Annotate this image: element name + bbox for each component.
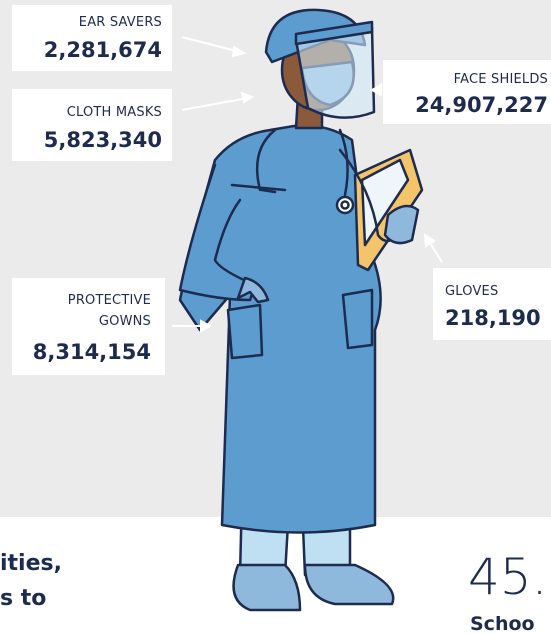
footer-text: ities, bbox=[0, 551, 62, 576]
item-label: FACE SHIELDS bbox=[454, 72, 548, 87]
infographic: EAR SAVERS 2,281,674 CLOTH MASKS 5,823,3… bbox=[0, 0, 551, 634]
item-label: CLOTH MASKS bbox=[67, 105, 162, 120]
item-count: 218,190 bbox=[445, 306, 541, 330]
item-count: 5,823,340 bbox=[44, 128, 162, 152]
page: EAR SAVERS 2,281,674 CLOTH MASKS 5,823,3… bbox=[0, 0, 551, 634]
item-label: GLOVES bbox=[445, 284, 498, 299]
item-count: 2,281,674 bbox=[44, 38, 162, 62]
footer-number: 45. bbox=[468, 548, 548, 606]
item-count: 24,907,227 bbox=[415, 93, 548, 117]
item-count: 8,314,154 bbox=[33, 340, 151, 364]
item-label: EAR SAVERS bbox=[79, 15, 162, 30]
footer-text: Schoo bbox=[470, 613, 535, 634]
item-label: GOWNS bbox=[99, 314, 151, 329]
footer-text: s to bbox=[0, 586, 46, 611]
item-label: PROTECTIVE bbox=[68, 293, 151, 308]
